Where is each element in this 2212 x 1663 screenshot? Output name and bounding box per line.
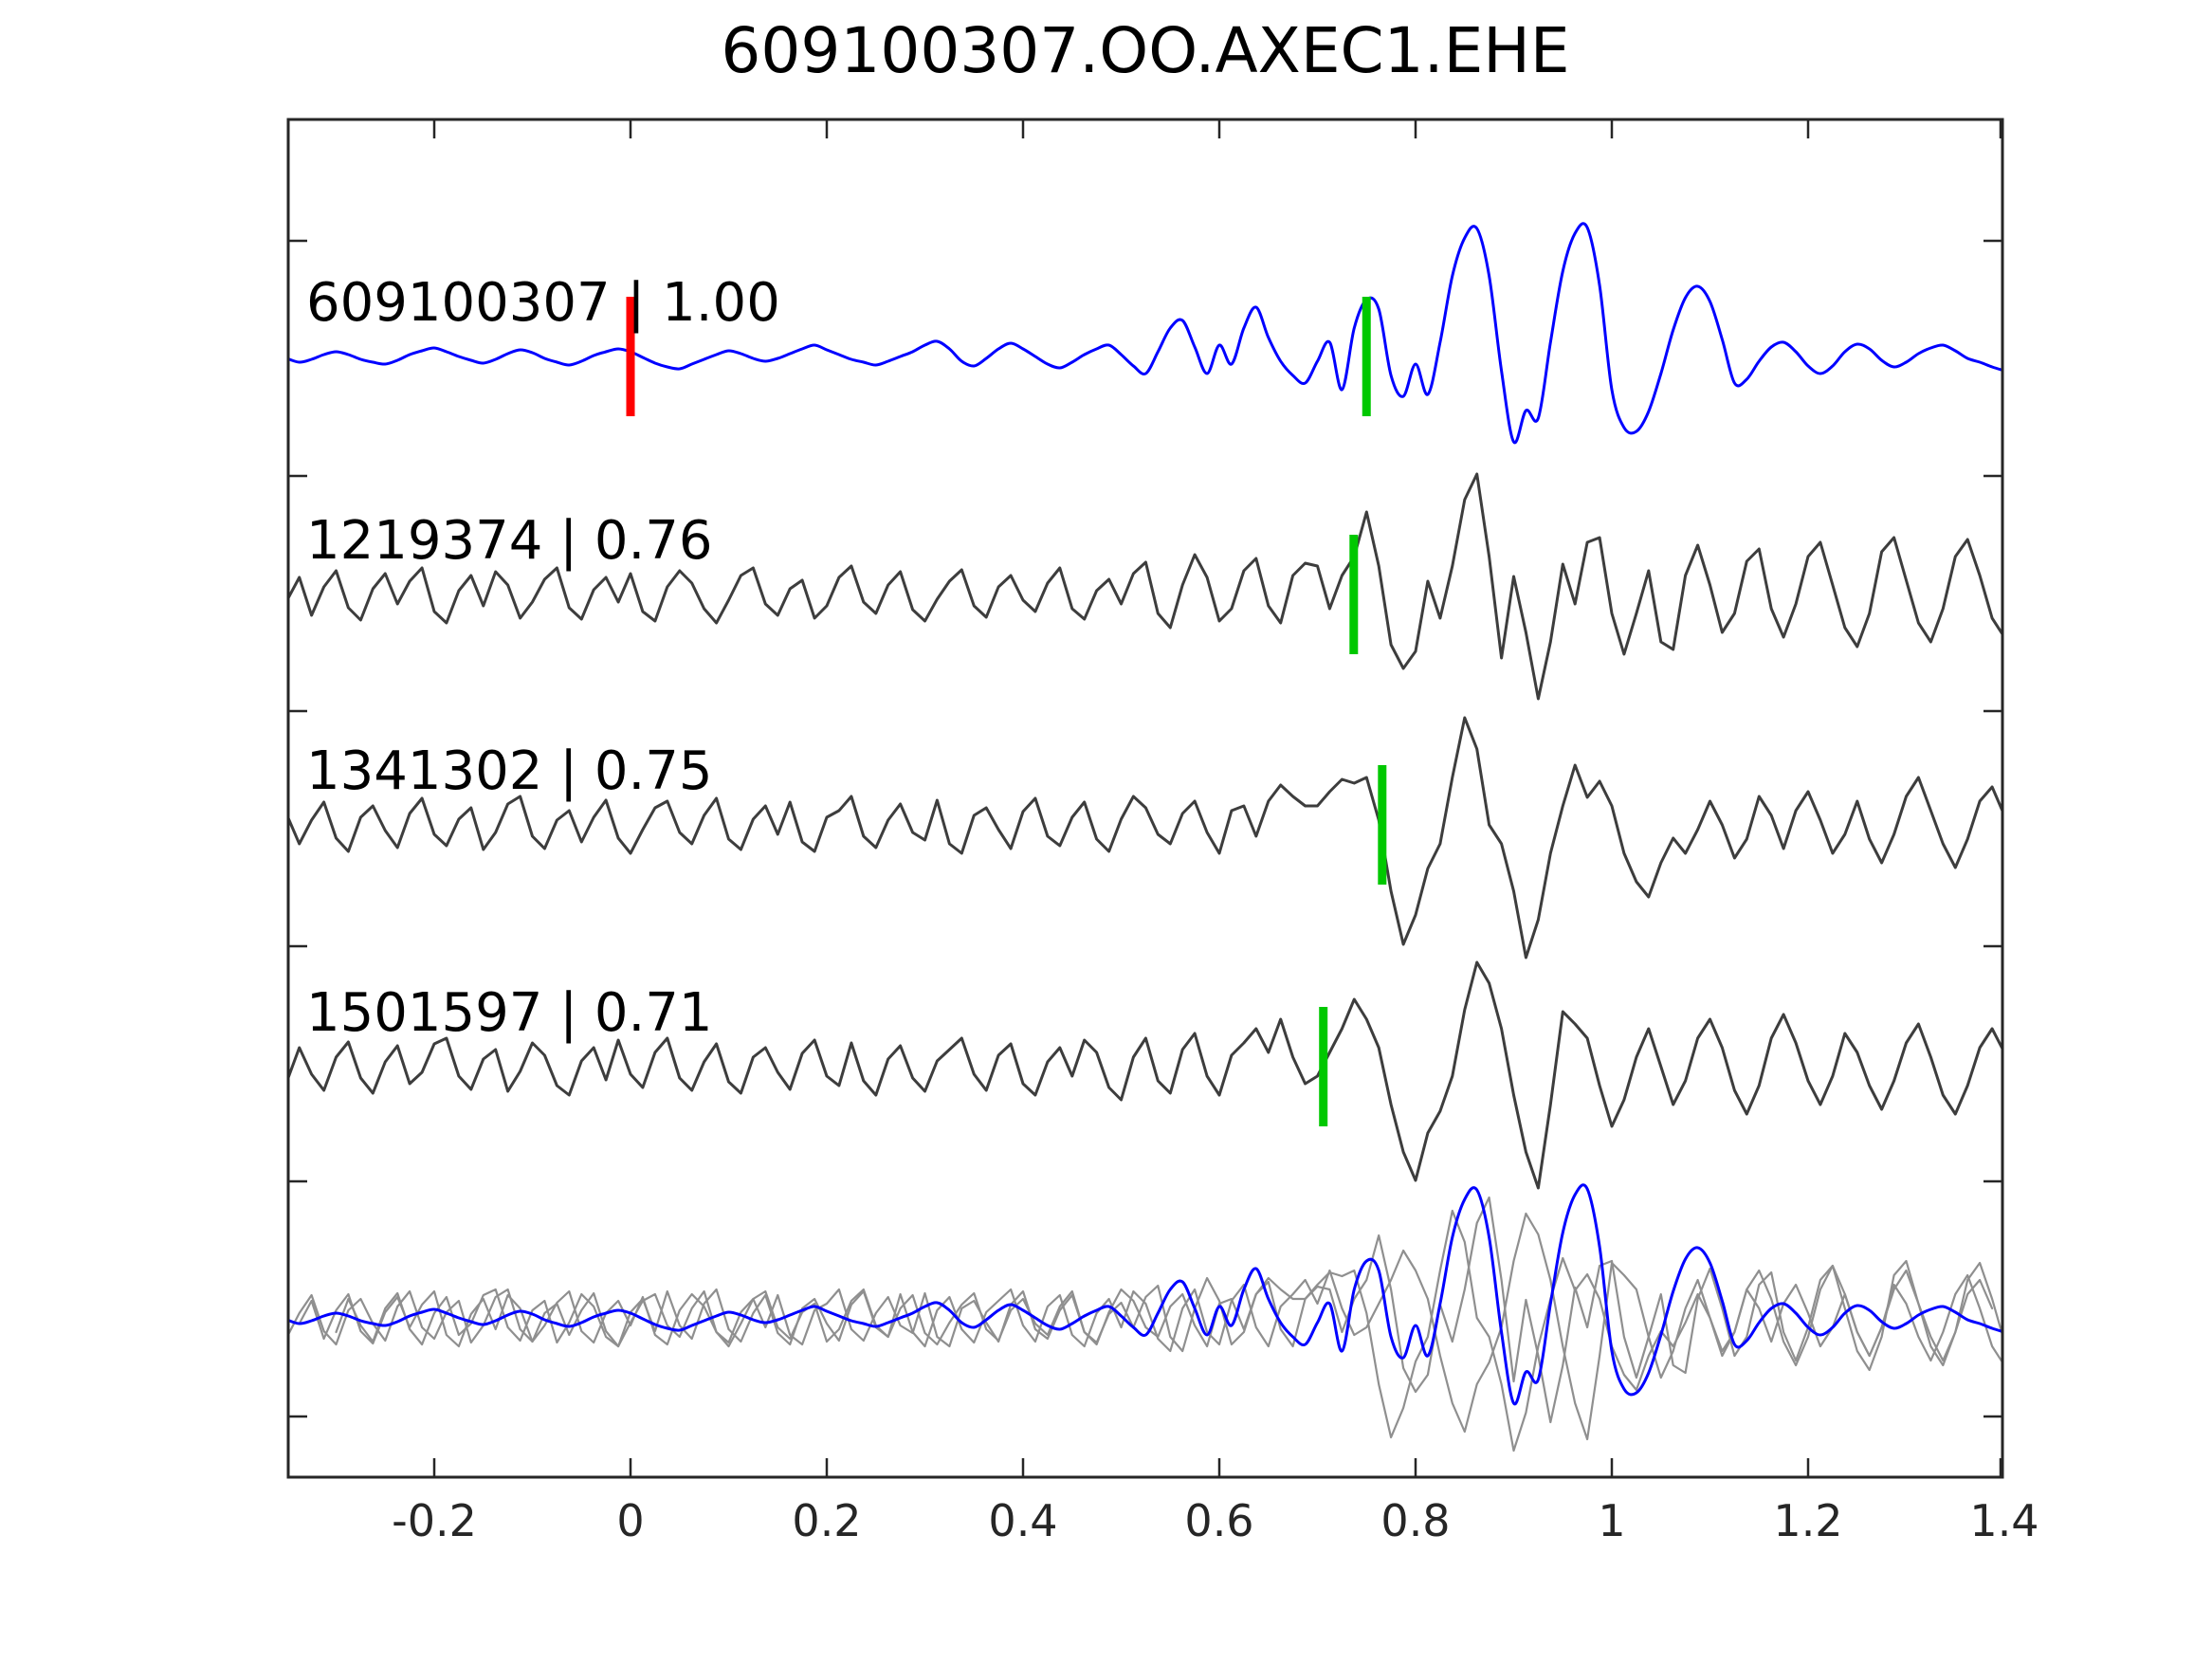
x-tick-label: 0.4: [988, 1495, 1057, 1546]
trace-label-1341302: 1341302 | 0.75: [306, 740, 713, 802]
labels-group: 609100307 | 1.00 1219374 | 0.76 1341302 | …: [306, 272, 780, 1044]
x-tick-label: 0.2: [792, 1495, 861, 1546]
overlay-waveform-1501597: [335, 1212, 2002, 1441]
x-tick-label: 0.6: [1184, 1495, 1253, 1546]
x-tick-label: 1.2: [1773, 1495, 1842, 1546]
plot-border: [286, 118, 2004, 1479]
trace-waveform-1501597: [288, 960, 2002, 1190]
x-tick-label: -0.2: [392, 1495, 477, 1546]
trace-label-1219374: 1219374 | 0.76: [306, 510, 713, 572]
trace-waveform-1219374: [288, 472, 2002, 701]
plot-title: 609100307.OO.AXEC1.EHE: [721, 14, 1569, 87]
markers-group: [626, 297, 1387, 1126]
x-tick-label: 0.8: [1380, 1495, 1450, 1546]
overlay-waveform-609100307: [288, 1183, 2002, 1406]
trace-waveform-1341302: [288, 716, 2002, 959]
plot-border-group: [286, 118, 2004, 1479]
x-tick-label: 1: [1598, 1495, 1625, 1546]
axes-group: -0.2 0 0.2 0.4 0.6 0.8 1 1.2 1.4: [288, 119, 2039, 1546]
x-tick-label: 1.4: [1969, 1495, 2038, 1546]
trace-label-609100307: 609100307 | 1.00: [306, 272, 780, 334]
traces-group: [288, 222, 2002, 1453]
trace-label-1501597: 1501597 | 0.71: [306, 982, 713, 1044]
overlay-waveform-1341302: [288, 1209, 1994, 1453]
trace-waveform-609100307: [288, 222, 2002, 445]
x-tick-label: 0: [616, 1495, 644, 1546]
